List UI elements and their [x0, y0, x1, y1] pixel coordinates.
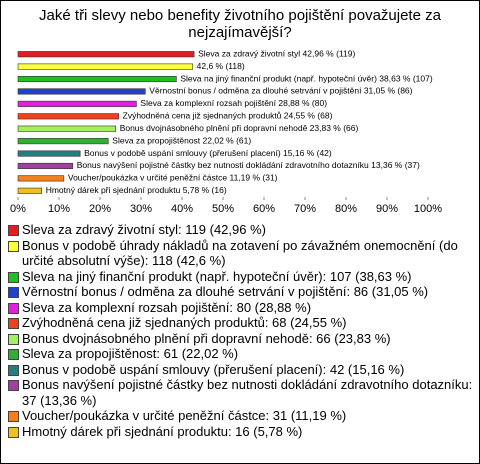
legend-swatch	[8, 240, 19, 252]
bar	[17, 125, 117, 132]
value-label: Sleva za propojištěnost 22,02 % (61)	[112, 135, 251, 145]
x-tick-label: 0%	[10, 203, 26, 215]
value-label: Hmotný dárek při sjednání produktu 5,78 …	[46, 185, 227, 195]
bar	[17, 150, 81, 157]
bar	[17, 88, 146, 95]
legend-label: Bonus v podobě uspání smlouvy (přerušení…	[22, 361, 405, 377]
legend-label: Bonus dvojnásobného plnění při dopravní …	[22, 330, 391, 346]
legend-label: Bonus navýšení pojistné částky bez nutno…	[22, 377, 473, 408]
legend-swatch	[8, 364, 19, 376]
x-tick-label: 40%	[171, 203, 193, 215]
bar	[17, 113, 119, 120]
legend-label: Bonus v podobě úhrady nákladů na zotaven…	[22, 237, 458, 269]
value-label: Sleva za zdravý životní styl 42,96 % (11…	[198, 48, 355, 58]
bar	[17, 187, 42, 194]
legend-swatch	[8, 349, 19, 360]
legend-item: Hmotný dárek při sjednání produktu: 16 (…	[7, 424, 473, 440]
legend-label: Sleva za komplexní rozsah pojištění: 80 …	[22, 299, 312, 315]
legend-label: Sleva na jiný finanční produkt (např. hy…	[22, 268, 412, 284]
label-box	[83, 147, 333, 158]
legend: Sleva za zdravý životní styl: 119 (42,96…	[7, 222, 473, 439]
value-label: Bonus navýšení pojistné částky bez nutno…	[77, 160, 420, 170]
value-label: Voucher/poukázka v určité peněžní částce…	[68, 173, 278, 183]
legend-label: Věrnostní bonus / odměna za dlouhé setrv…	[22, 284, 429, 299]
label-box	[44, 185, 228, 196]
legend-swatch	[8, 426, 19, 438]
legend-item: Bonus dvojnásobného plnění při dopravní …	[7, 331, 473, 347]
bar	[17, 175, 65, 182]
x-tick-label: 20%	[89, 203, 111, 215]
legend-item: Bonus v podobě úhrady nákladů na zotaven…	[7, 238, 473, 269]
label-box	[197, 48, 357, 59]
x-tick-label: 70%	[294, 203, 316, 215]
value-label: Sleva za komplexní rozsah pojištění 28,8…	[140, 98, 327, 108]
legend-label: Sleva za zdravý životní styl: 119 (42,96…	[22, 222, 266, 237]
bar	[17, 100, 137, 107]
label-box	[75, 160, 421, 171]
label-box	[139, 98, 329, 109]
bar	[17, 75, 177, 83]
legend-swatch	[8, 271, 19, 283]
label-box	[111, 135, 253, 146]
legend-item: Voucher/poukázka v určité peněžní částce…	[7, 408, 473, 424]
plot: 0% 10% 20% 30% 40% 50% 60% 70% 80% 90% 100% Sleva z…	[10, 48, 442, 215]
bar	[17, 162, 74, 170]
x-tick-label: 10%	[48, 203, 70, 215]
legend-item: Bonus navýšení pojistné částky bez nutno…	[7, 377, 473, 408]
label-box	[118, 122, 360, 133]
bar	[17, 138, 109, 145]
legend-item: Sleva na jiný finanční produkt (např. hy…	[7, 269, 473, 285]
legend-item: Sleva za propojištěnost: 61 (22,02 %)	[7, 346, 473, 362]
x-tick-label: 90%	[376, 203, 398, 215]
value-label: Zvýhodněná cena již sjednaných produktů …	[123, 111, 333, 121]
value-label: Bonus v podobě uspání smlouvy (přerušení…	[84, 148, 332, 158]
legend-label: Zvýhodněná cena již sjednaných produktů:…	[22, 315, 347, 330]
legend-swatch	[8, 287, 19, 298]
legend-label: Hmotný dárek při sjednání produktu: 16 (…	[22, 423, 303, 439]
legend-item: Bonus v podobě uspání smlouvy (přerušení…	[7, 362, 473, 378]
legend-swatch	[8, 318, 19, 329]
legend-swatch	[8, 333, 19, 345]
value-label: Sleva na jiný finanční produkt (např. hy…	[180, 73, 432, 83]
value-label: Věrnostní bonus / odměna za dlouhé setrv…	[149, 86, 412, 96]
legend-swatch	[8, 380, 19, 391]
legend-swatch	[8, 411, 19, 422]
legend-item: Věrnostní bonus / odměna za dlouhé setrv…	[7, 284, 473, 300]
legend-swatch	[8, 302, 19, 314]
bar	[17, 51, 195, 58]
x-tick-label: 80%	[335, 203, 357, 215]
x-tick-label: 30%	[130, 203, 152, 215]
label-box	[148, 85, 414, 96]
value-label: 42,6 % (118)	[197, 61, 245, 71]
legend-item: Zvýhodněná cena již sjednaných produktů:…	[7, 315, 473, 331]
bar	[17, 63, 193, 70]
x-tick-label: 100%	[414, 203, 442, 215]
legend-item: Sleva za komplexní rozsah pojištění: 80 …	[7, 300, 473, 316]
chart-title: Jaké tři slevy nebo benefity životního p…	[39, 7, 441, 41]
value-label: Bonus dvojnásobného plnění při dopravní …	[120, 123, 359, 133]
x-tick-label: 60%	[253, 203, 275, 215]
legend-label: Voucher/poukázka v určité peněžní částce…	[22, 408, 347, 423]
legend-item: Sleva za zdravý životní styl: 119 (42,96…	[7, 222, 473, 238]
label-box	[179, 73, 434, 84]
label-box	[121, 110, 334, 121]
label-box	[66, 172, 279, 183]
legend-label: Sleva za propojištěnost: 61 (22,02 %)	[22, 346, 239, 361]
legend-swatch	[8, 225, 19, 236]
x-tick-label: 50%	[212, 203, 234, 215]
label-box	[195, 60, 246, 71]
